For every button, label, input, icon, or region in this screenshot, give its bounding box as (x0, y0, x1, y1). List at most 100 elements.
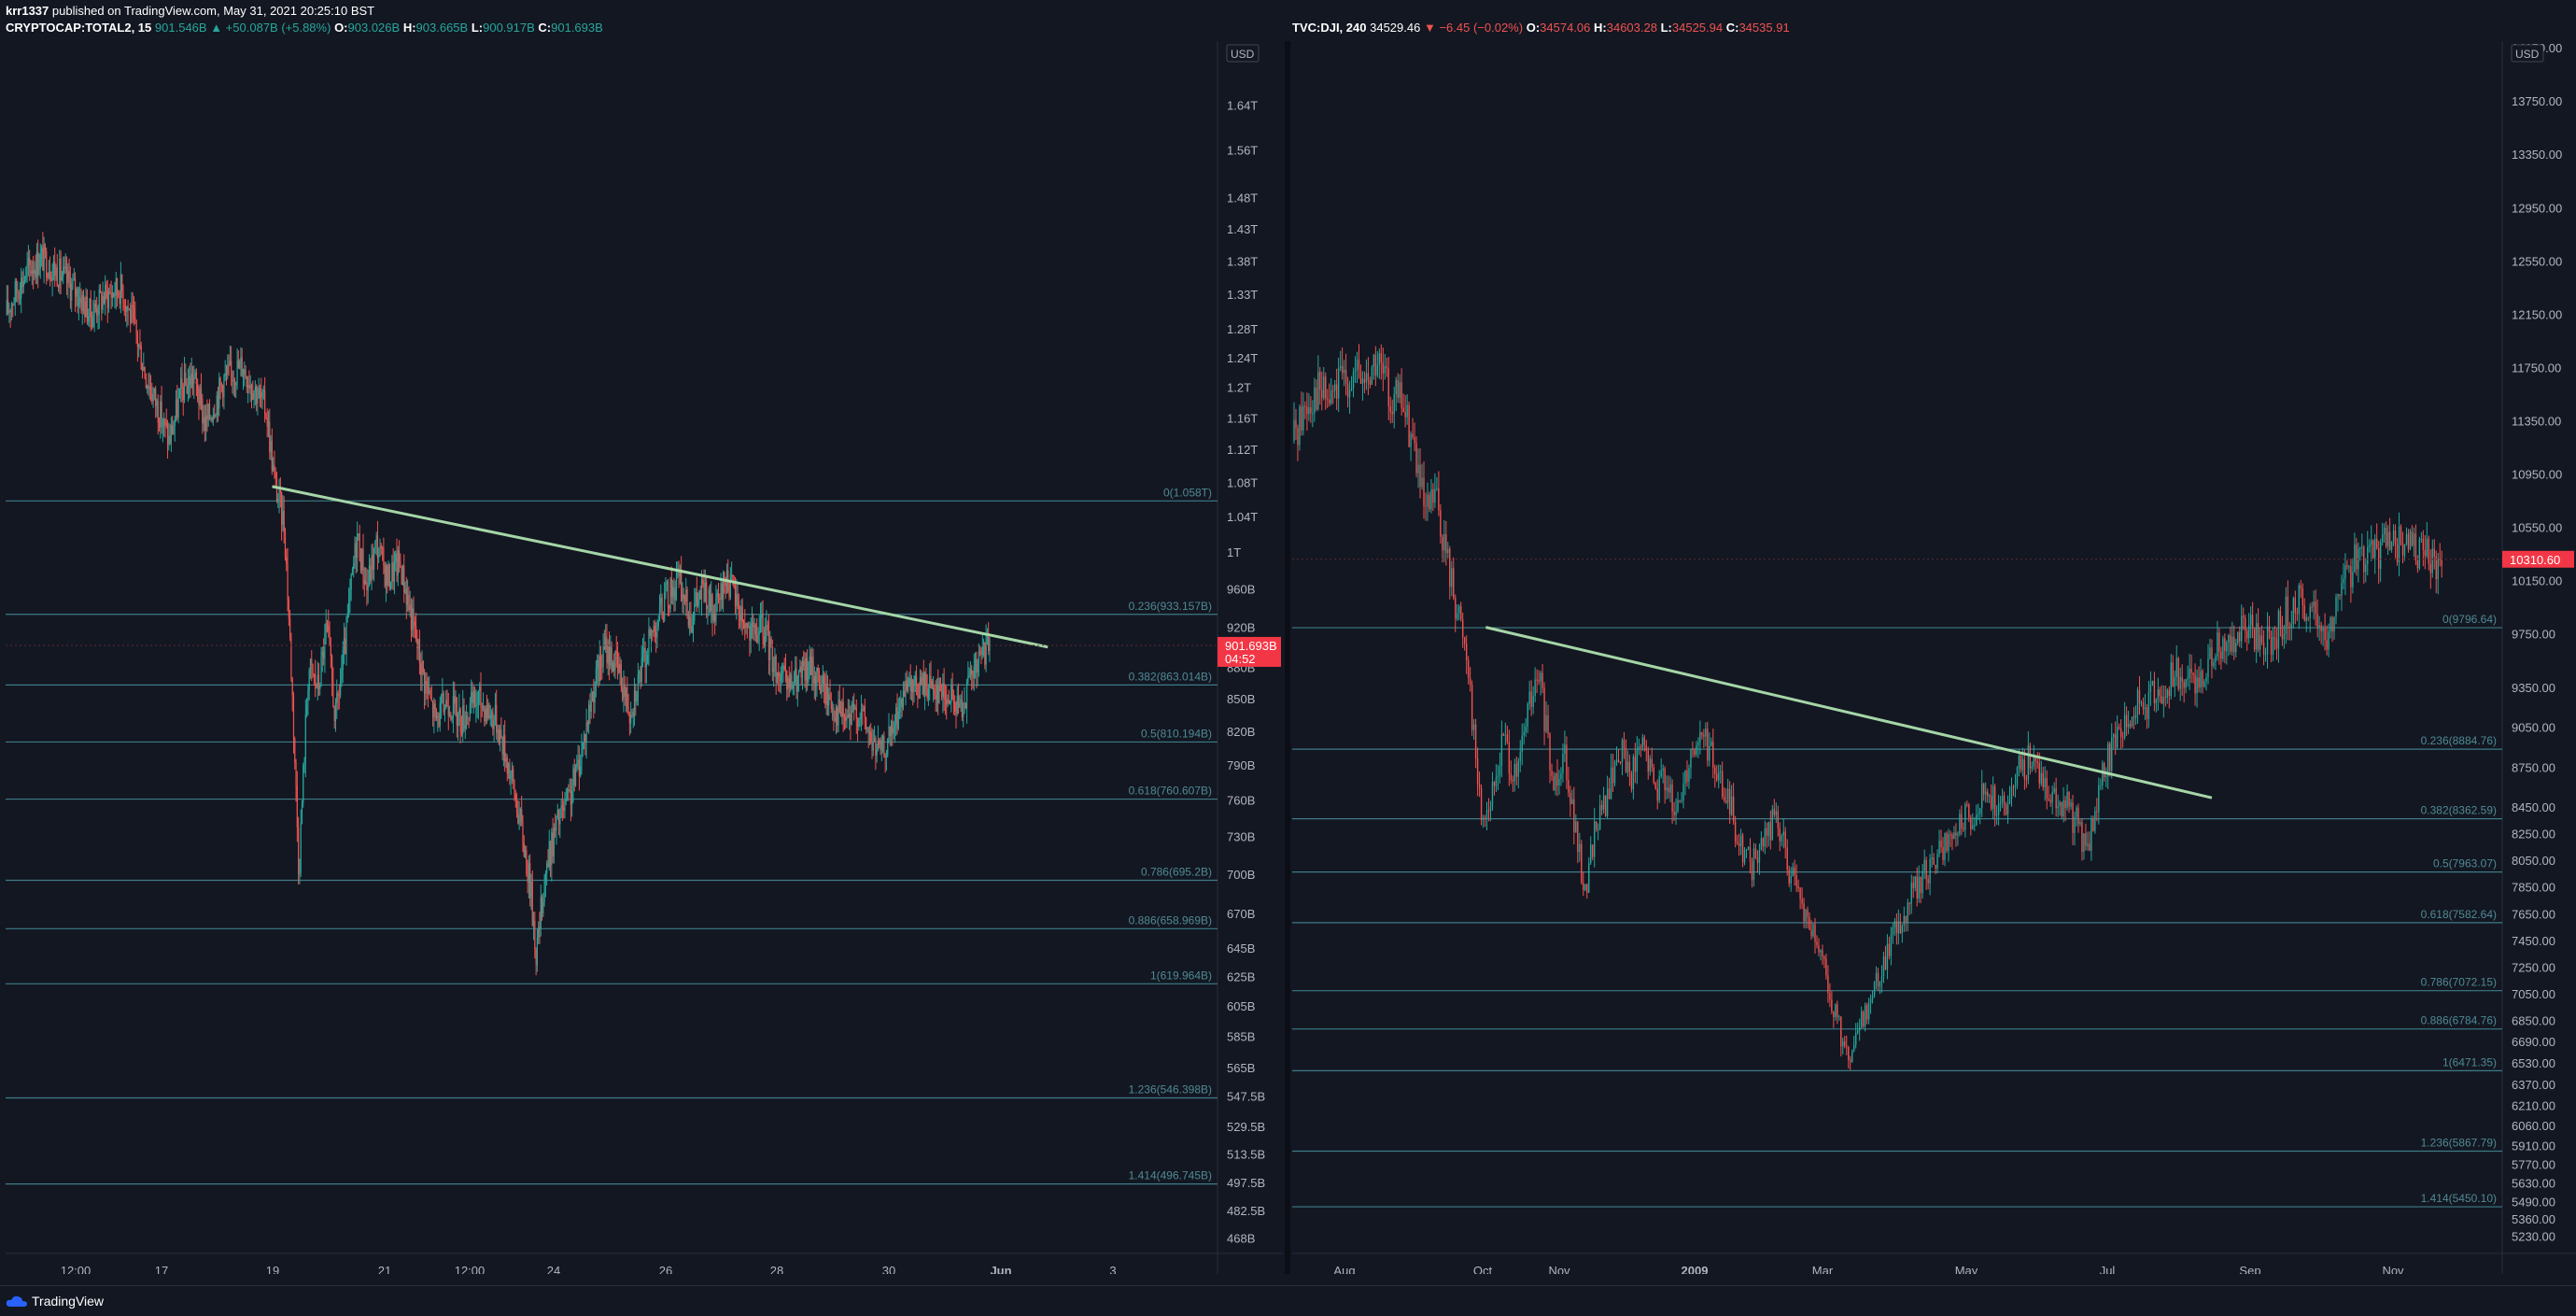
candle-body (2394, 531, 2397, 545)
candle-body (1376, 364, 1379, 376)
left-chart-pane[interactable]: 1.73T1.64T1.56T1.48T1.43T1.38T1.33T1.28T… (6, 41, 1283, 1274)
candle-body (1598, 804, 1601, 830)
candle-body (2288, 626, 2291, 629)
candle-body (731, 574, 733, 576)
candle-body (771, 646, 773, 672)
candle-body (362, 549, 364, 580)
candle-body (873, 737, 876, 743)
candle-body (687, 612, 689, 627)
candle-body (354, 543, 356, 564)
candle-body (1530, 691, 1532, 707)
candle-body (475, 704, 477, 707)
candle-body (759, 617, 762, 631)
candle-body (494, 704, 497, 721)
candle-body (443, 708, 446, 713)
candle-body (2435, 556, 2437, 580)
candle-body (580, 766, 582, 776)
candle-body (1297, 428, 1299, 446)
candle-body (182, 387, 184, 401)
candle-body (427, 685, 429, 693)
candle-body (870, 731, 872, 743)
candle-body (2270, 631, 2273, 655)
candle-body (266, 417, 268, 427)
candle-body (286, 557, 288, 564)
candle-body (2259, 635, 2261, 650)
candle-body (938, 678, 940, 704)
candle-body (968, 675, 970, 677)
candle-body (1923, 859, 1925, 871)
candle-body (1308, 406, 1310, 415)
candle-body (321, 651, 323, 657)
candle-body (2279, 610, 2282, 627)
candle-body (564, 801, 566, 811)
candle-body (2348, 566, 2350, 568)
candle-body (31, 270, 33, 275)
fib-level-label: 0.618(7582.64) (2421, 908, 2497, 921)
candle-body (49, 272, 51, 277)
candle-body (589, 704, 591, 713)
right-chart-svg[interactable]: 14150.0013750.0013350.0012950.0012550.00… (1292, 41, 2576, 1274)
tradingview-logo[interactable]: TradingView (6, 1292, 104, 1310)
right-symbol[interactable]: TVC:DJI, 240 (1292, 21, 1367, 35)
candle-body (481, 706, 483, 708)
candle-body (957, 695, 960, 708)
candle-body (724, 572, 725, 583)
candle-body (866, 728, 868, 729)
candle-body (2209, 647, 2211, 659)
candle-body (1858, 1027, 1861, 1031)
candle-body (1404, 411, 1406, 417)
candle-body (1453, 568, 1455, 599)
candle-body (303, 761, 305, 766)
candle-body (1560, 772, 1562, 779)
candle-body (850, 714, 852, 725)
candle-body (2377, 547, 2380, 569)
x-tick-label: Nov (2382, 1264, 2404, 1274)
candle-body (690, 616, 692, 632)
candle-body (1823, 956, 1825, 959)
left-chart-svg[interactable]: 1.73T1.64T1.56T1.48T1.43T1.38T1.33T1.28T… (6, 41, 1283, 1274)
candle-body (586, 722, 588, 726)
candle-body (647, 655, 649, 664)
candle-body (754, 625, 756, 635)
left-symbol[interactable]: CRYPTOCAP:TOTAL2, 15 (6, 21, 152, 35)
candle-body (834, 716, 836, 721)
candle-body (30, 264, 32, 275)
candle-body (387, 564, 389, 586)
candle-body (311, 658, 313, 665)
candle-body (57, 286, 60, 289)
candle-body (473, 691, 476, 707)
candle-body (1417, 464, 1419, 474)
candle-body (751, 622, 753, 624)
candle-body (1602, 795, 1605, 810)
candle-body (1432, 488, 1434, 503)
candle-body (1333, 384, 1336, 391)
candle-body (660, 597, 662, 605)
pane-divider[interactable] (1285, 41, 1290, 1274)
right-chart-pane[interactable]: 14150.0013750.0013350.0012950.0012550.00… (1292, 41, 2576, 1274)
candle-body (1703, 734, 1705, 737)
candle-body (913, 684, 915, 692)
candle-body (1495, 777, 1498, 786)
candle-body (2390, 541, 2393, 550)
candle-body (29, 258, 31, 265)
candle-body (160, 401, 162, 428)
candle-body (2352, 572, 2354, 587)
candle-body (910, 679, 913, 692)
candle-body (1656, 788, 1658, 801)
candle-body (79, 298, 81, 303)
candle-body (493, 720, 495, 729)
y-tick-label: 1.04T (1227, 510, 1258, 524)
candle-body (2311, 606, 2313, 608)
candle-body (536, 937, 539, 965)
candle-body (762, 614, 764, 637)
candle-body (378, 555, 380, 559)
candle-body (1771, 809, 1774, 841)
candle-body (492, 712, 494, 729)
candle-body (504, 735, 506, 762)
candle-body (2113, 734, 2115, 738)
candle-body (89, 298, 91, 317)
candle-body (1838, 1016, 1840, 1018)
candle-body (235, 382, 237, 386)
candle-body (711, 594, 713, 621)
author-name[interactable]: krr1337 (6, 4, 49, 18)
